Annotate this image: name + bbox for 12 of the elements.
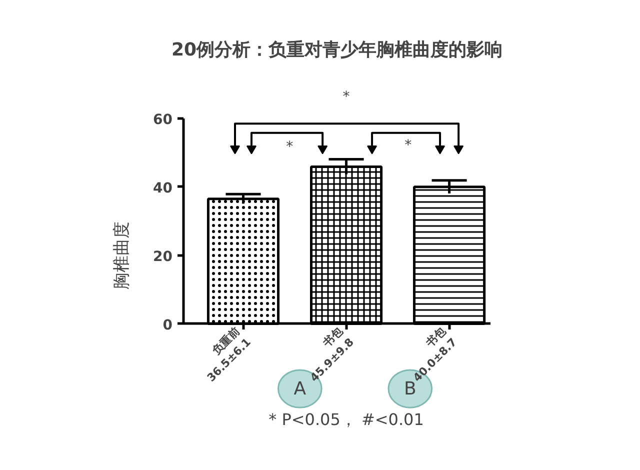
annotation: *: [286, 139, 294, 156]
annotation: *: [404, 137, 412, 154]
y-tick-label: 20: [153, 248, 173, 265]
y-tick-label: 40: [153, 180, 173, 196]
y-tick-label: 0: [162, 317, 173, 334]
text: * P<0.05， #<0.01: [268, 410, 424, 430]
text: A: [294, 378, 307, 400]
y-axis-title: 胸椎曲度: [112, 222, 132, 290]
y-tick-label: 60: [153, 112, 173, 128]
text: *: [342, 88, 350, 105]
text: B: [404, 378, 416, 400]
chart-title: 20例分析：负重对青少年胸椎曲度的影响: [171, 40, 503, 60]
